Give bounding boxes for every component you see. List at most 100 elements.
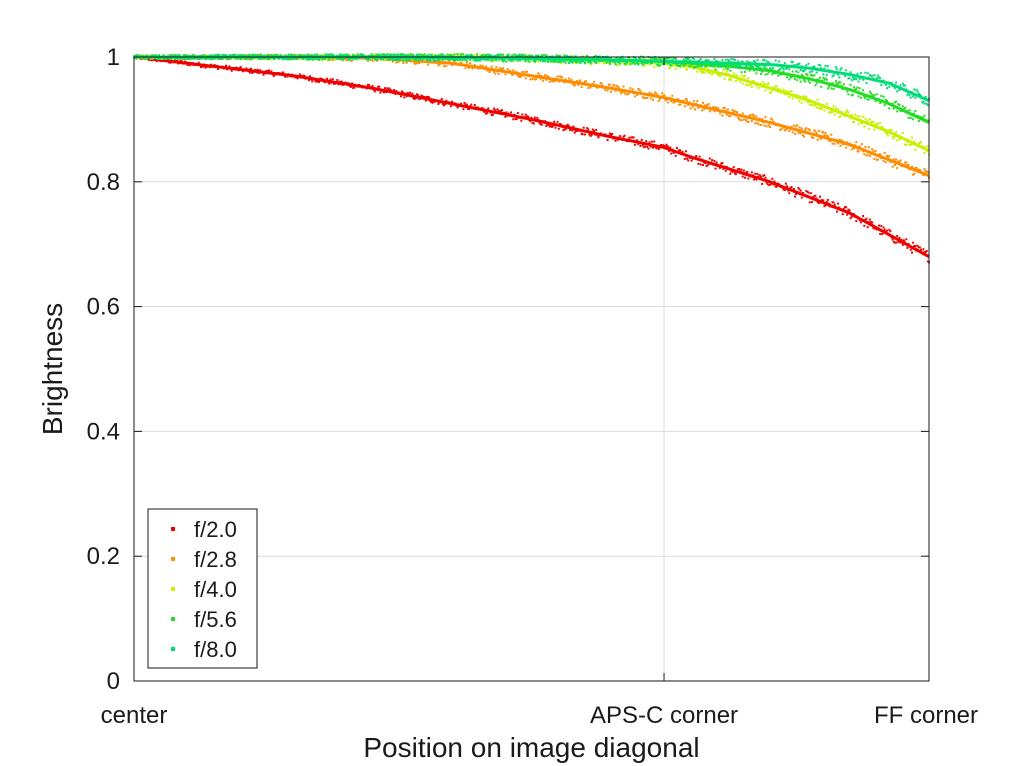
data-point [306, 77, 309, 80]
data-point [850, 148, 853, 151]
data-point [608, 132, 611, 135]
data-point [905, 88, 908, 91]
data-point [502, 67, 505, 70]
data-point [925, 120, 928, 123]
data-point [681, 61, 684, 64]
data-point [629, 139, 632, 142]
data-point [834, 140, 837, 142]
data-point [412, 97, 415, 100]
data-point [409, 91, 411, 94]
data-point [321, 58, 324, 61]
data-point [662, 144, 665, 147]
data-point [293, 75, 296, 78]
data-point [476, 53, 478, 56]
data-point [393, 54, 396, 57]
data-point [453, 60, 456, 63]
data-point [867, 127, 870, 130]
data-point [875, 77, 878, 80]
data-point [625, 63, 628, 66]
data-point [911, 251, 913, 254]
data-point [781, 66, 784, 69]
data-point [220, 66, 223, 69]
data-point [758, 174, 761, 177]
data-point [206, 65, 209, 68]
data-point [612, 84, 615, 87]
data-point [666, 145, 669, 148]
data-point [922, 248, 925, 251]
data-point [267, 58, 269, 61]
data-point [273, 57, 276, 60]
data-point [862, 115, 865, 118]
data-point [809, 68, 812, 70]
data-point [658, 57, 661, 60]
data-point [825, 78, 828, 81]
data-point [923, 114, 926, 117]
data-point [228, 65, 231, 68]
data-point [656, 145, 659, 148]
data-point [443, 104, 446, 107]
data-point [399, 54, 402, 57]
data-point [811, 136, 813, 139]
data-point [579, 129, 582, 132]
data-point [414, 62, 417, 65]
data-point [761, 118, 764, 121]
data-point [708, 60, 711, 63]
data-point [311, 54, 314, 57]
data-point [386, 53, 389, 56]
data-point [837, 82, 840, 85]
data-point [837, 142, 840, 145]
data-point [923, 251, 926, 254]
data-point [750, 86, 753, 88]
data-point [164, 60, 167, 63]
data-point [824, 105, 827, 108]
data-point [728, 115, 731, 118]
data-point [353, 53, 356, 56]
data-point [657, 56, 660, 59]
data-point [489, 69, 492, 72]
data-point [851, 121, 854, 123]
data-point [490, 55, 493, 58]
data-point [251, 71, 254, 74]
data-point [716, 164, 719, 167]
data-point [815, 132, 818, 134]
data-point [908, 168, 911, 171]
data-point [705, 58, 708, 61]
data-point [794, 77, 796, 80]
data-point [610, 133, 612, 136]
data-point [478, 107, 481, 110]
data-point [324, 54, 327, 57]
data-point [587, 87, 590, 89]
data-point [533, 59, 536, 62]
data-point [545, 54, 548, 57]
data-point [873, 157, 876, 160]
data-point [468, 66, 470, 69]
data-point [679, 66, 682, 69]
data-point [580, 132, 583, 135]
data-point [656, 94, 659, 97]
data-point [331, 56, 334, 59]
data-point [175, 56, 177, 59]
data-point [720, 65, 723, 68]
data-point [359, 55, 361, 57]
data-point [587, 61, 590, 64]
data-point [486, 58, 489, 61]
data-point [864, 146, 867, 148]
data-point [328, 54, 331, 57]
data-point [756, 59, 759, 62]
data-point [504, 56, 507, 59]
data-point [788, 192, 791, 195]
data-point [808, 201, 811, 204]
data-point [883, 81, 886, 84]
data-point [917, 168, 920, 171]
data-point [780, 127, 783, 130]
data-point [837, 202, 840, 205]
data-point [628, 58, 631, 61]
y-tick-label: 0.2 [87, 543, 120, 570]
data-point [805, 190, 808, 193]
data-point [531, 55, 534, 57]
data-point [552, 60, 555, 63]
data-point [279, 54, 282, 57]
data-point [611, 59, 614, 62]
data-point [457, 53, 460, 56]
data-point [926, 260, 929, 263]
